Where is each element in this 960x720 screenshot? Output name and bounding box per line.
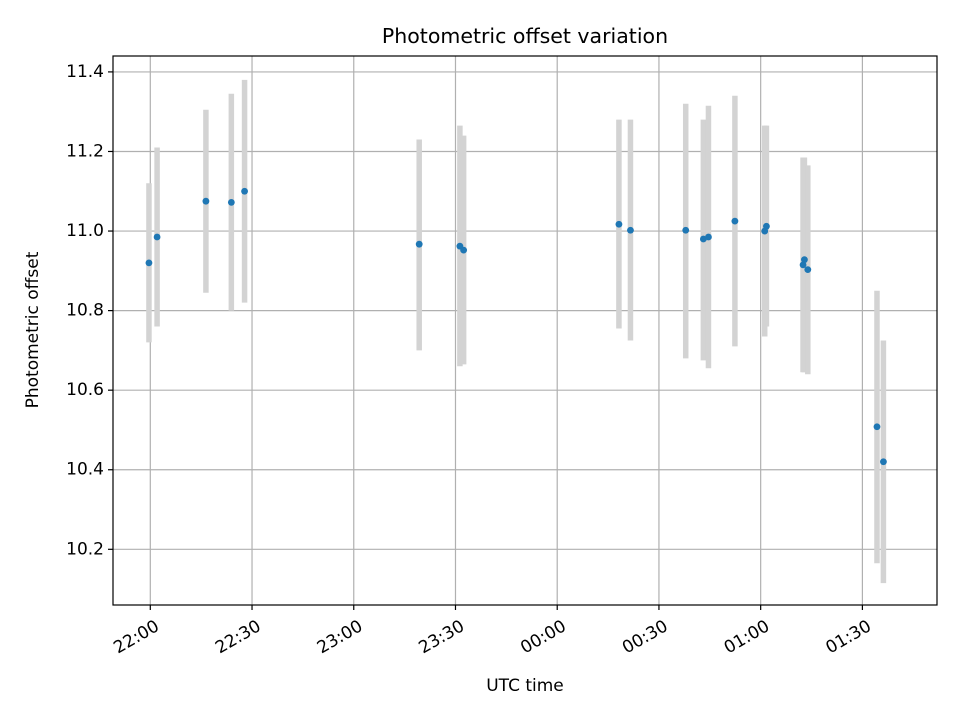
y-axis-ticks: 10.2 10.4 10.6 10.8 11.0 11.2 11.4 (66, 62, 113, 559)
data-point (705, 233, 712, 241)
data-points (145, 187, 887, 466)
plot-frame (112, 55, 938, 606)
data-point (415, 240, 423, 248)
data-point (763, 222, 770, 230)
y-tick-label: 11.0 (66, 221, 104, 241)
data-point (615, 220, 623, 228)
y-axis-label: Photometric offset (23, 251, 43, 408)
y-tick-label: 10.2 (66, 539, 104, 559)
x-axis-label: UTC time (486, 676, 564, 696)
y-tick-label: 10.8 (66, 301, 104, 321)
y-tick-label: 10.6 (66, 380, 104, 400)
data-point (731, 217, 739, 225)
chart-title: Photometric offset variation (382, 24, 668, 48)
data-point (880, 458, 887, 466)
data-point (799, 261, 807, 269)
data-point (801, 256, 808, 264)
data-point (804, 266, 812, 274)
data-point (627, 226, 634, 234)
y-tick-label: 10.4 (66, 460, 104, 480)
data-point (460, 246, 468, 254)
data-point (145, 259, 153, 267)
data-point (153, 233, 161, 241)
data-point (873, 423, 881, 431)
y-tick-label: 11.2 (66, 141, 104, 161)
y-tick-label: 11.4 (66, 62, 104, 82)
data-point (227, 199, 235, 206)
data-point (202, 197, 210, 205)
data-point (682, 226, 690, 234)
grid-lines (113, 56, 937, 605)
data-point (241, 187, 248, 195)
